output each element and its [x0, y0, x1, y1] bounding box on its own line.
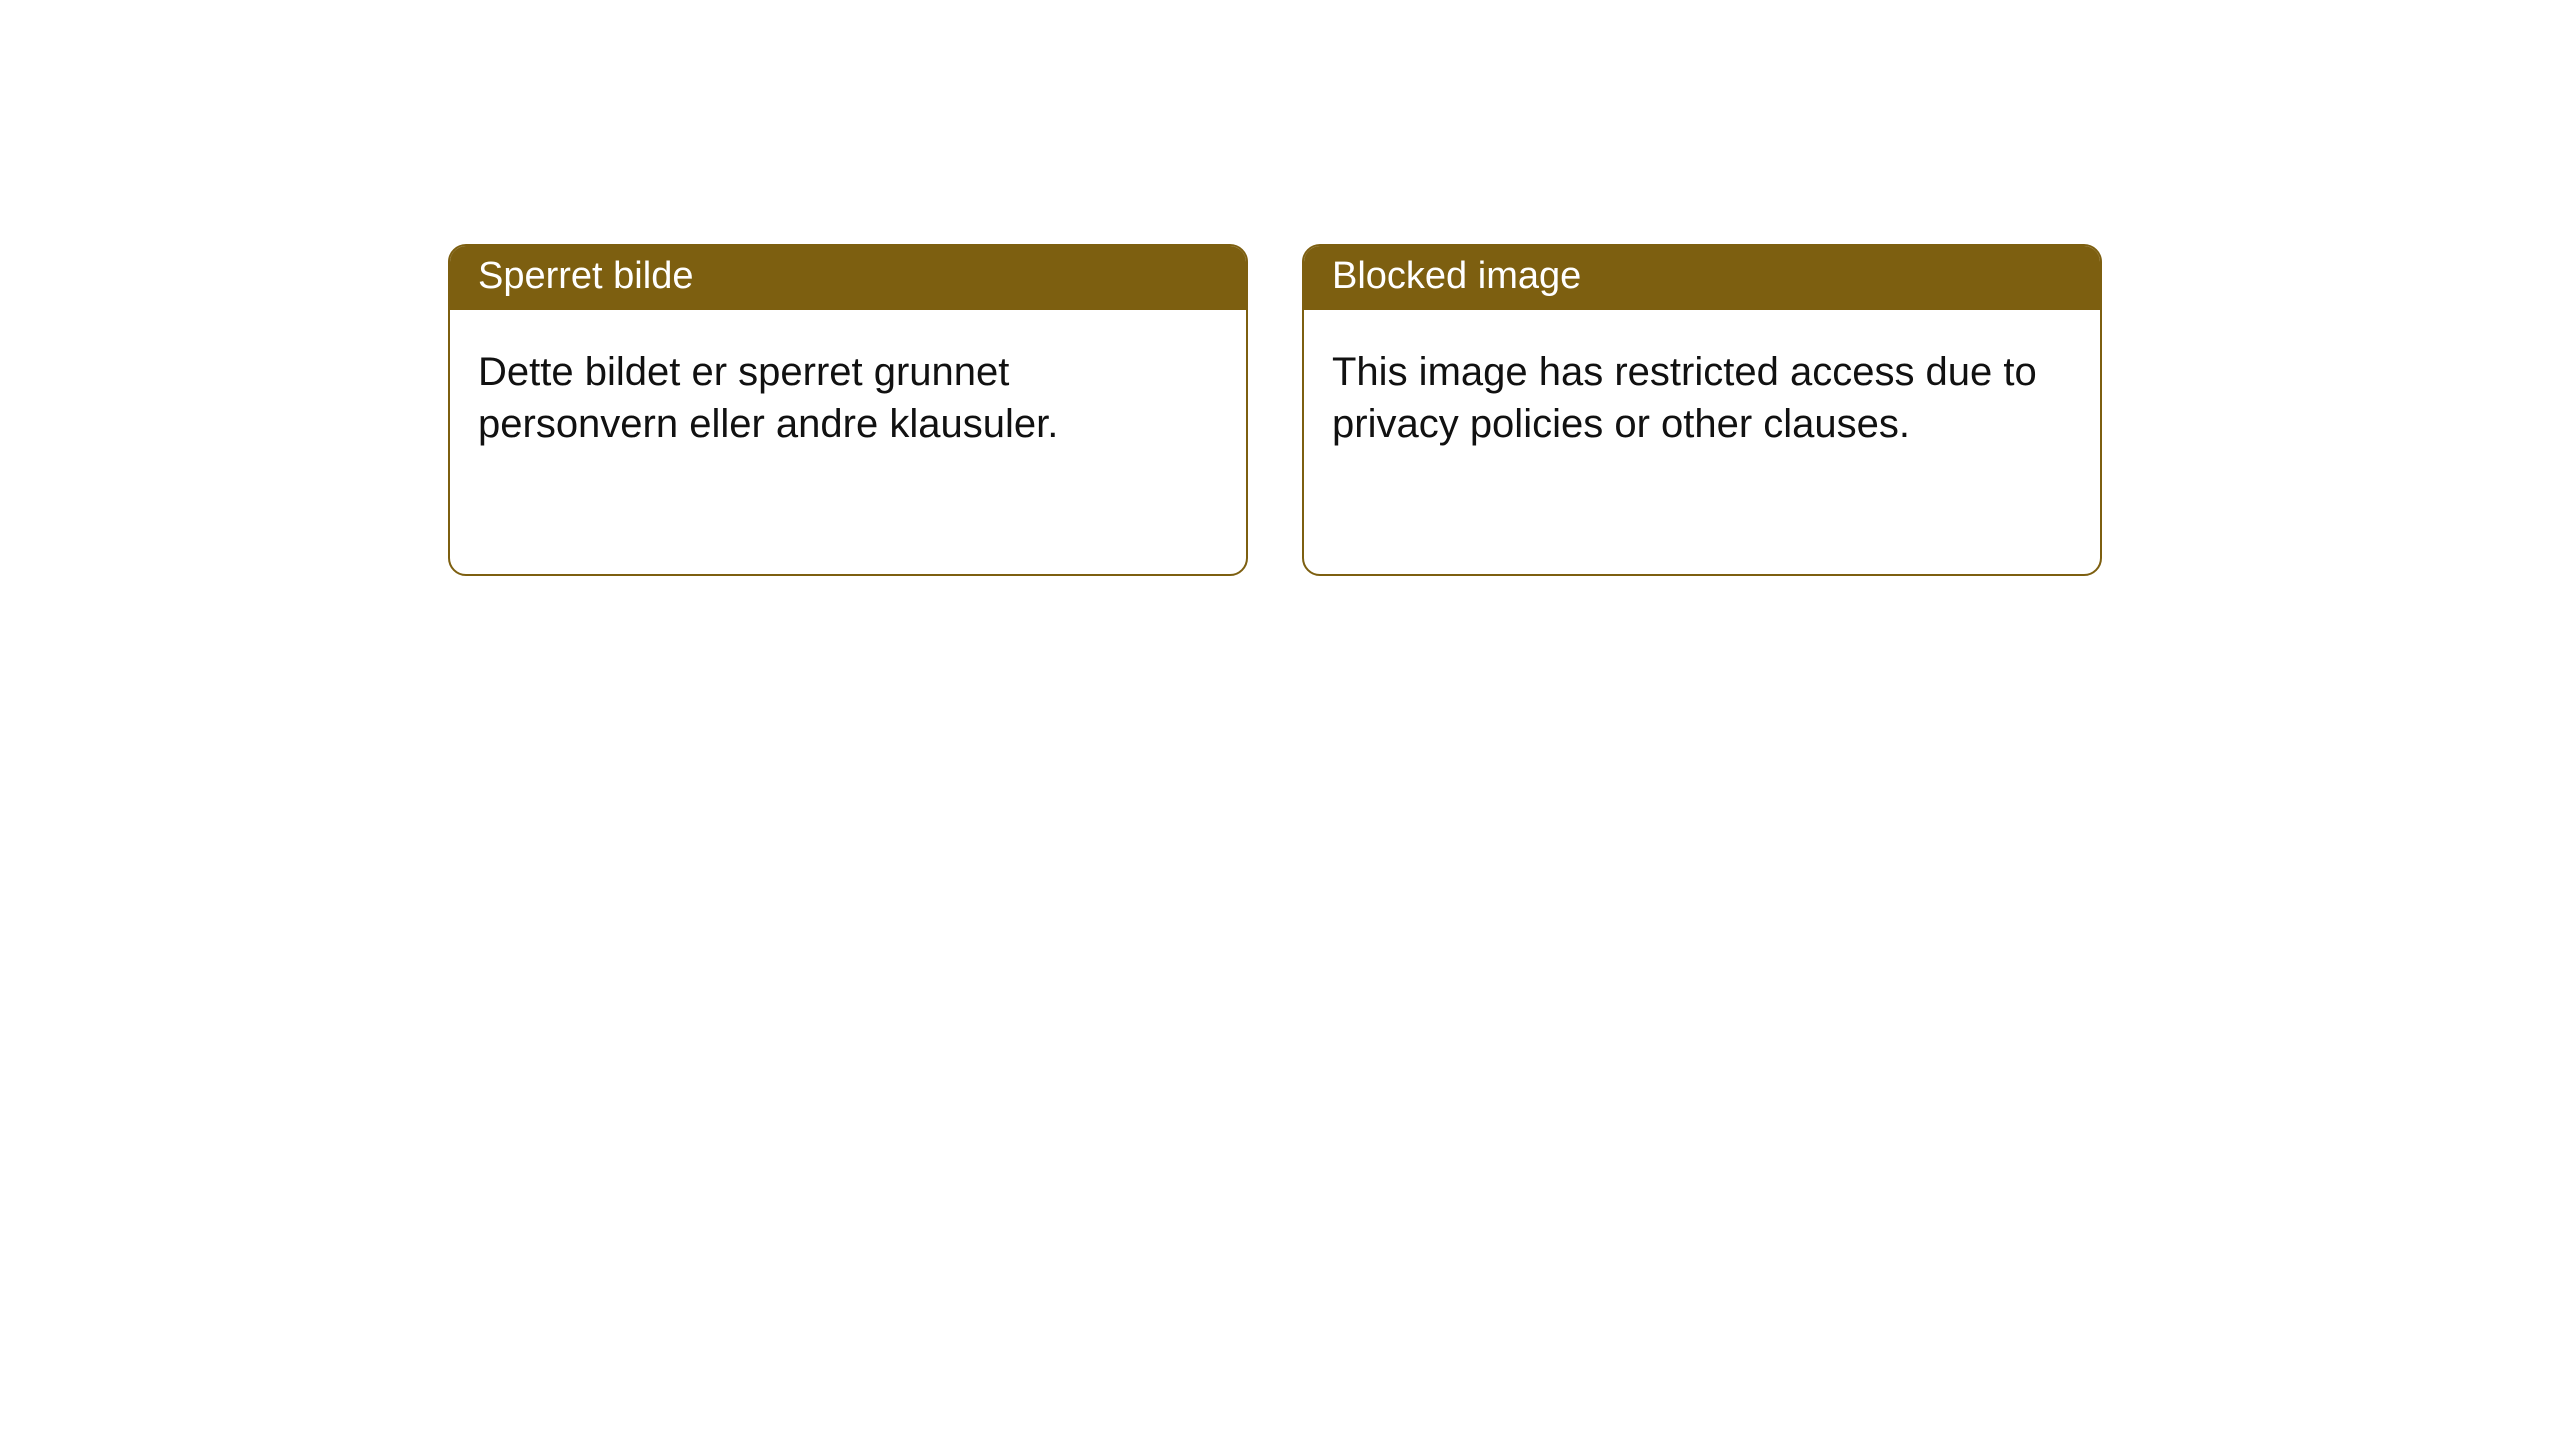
notice-body-norwegian: Dette bildet er sperret grunnet personve…: [450, 310, 1246, 478]
notice-body-english: This image has restricted access due to …: [1304, 310, 2100, 478]
notice-title-english: Blocked image: [1304, 246, 2100, 310]
notice-card-english: Blocked image This image has restricted …: [1302, 244, 2102, 576]
notice-title-norwegian: Sperret bilde: [450, 246, 1246, 310]
notice-card-norwegian: Sperret bilde Dette bildet er sperret gr…: [448, 244, 1248, 576]
notice-container: Sperret bilde Dette bildet er sperret gr…: [448, 244, 2102, 576]
